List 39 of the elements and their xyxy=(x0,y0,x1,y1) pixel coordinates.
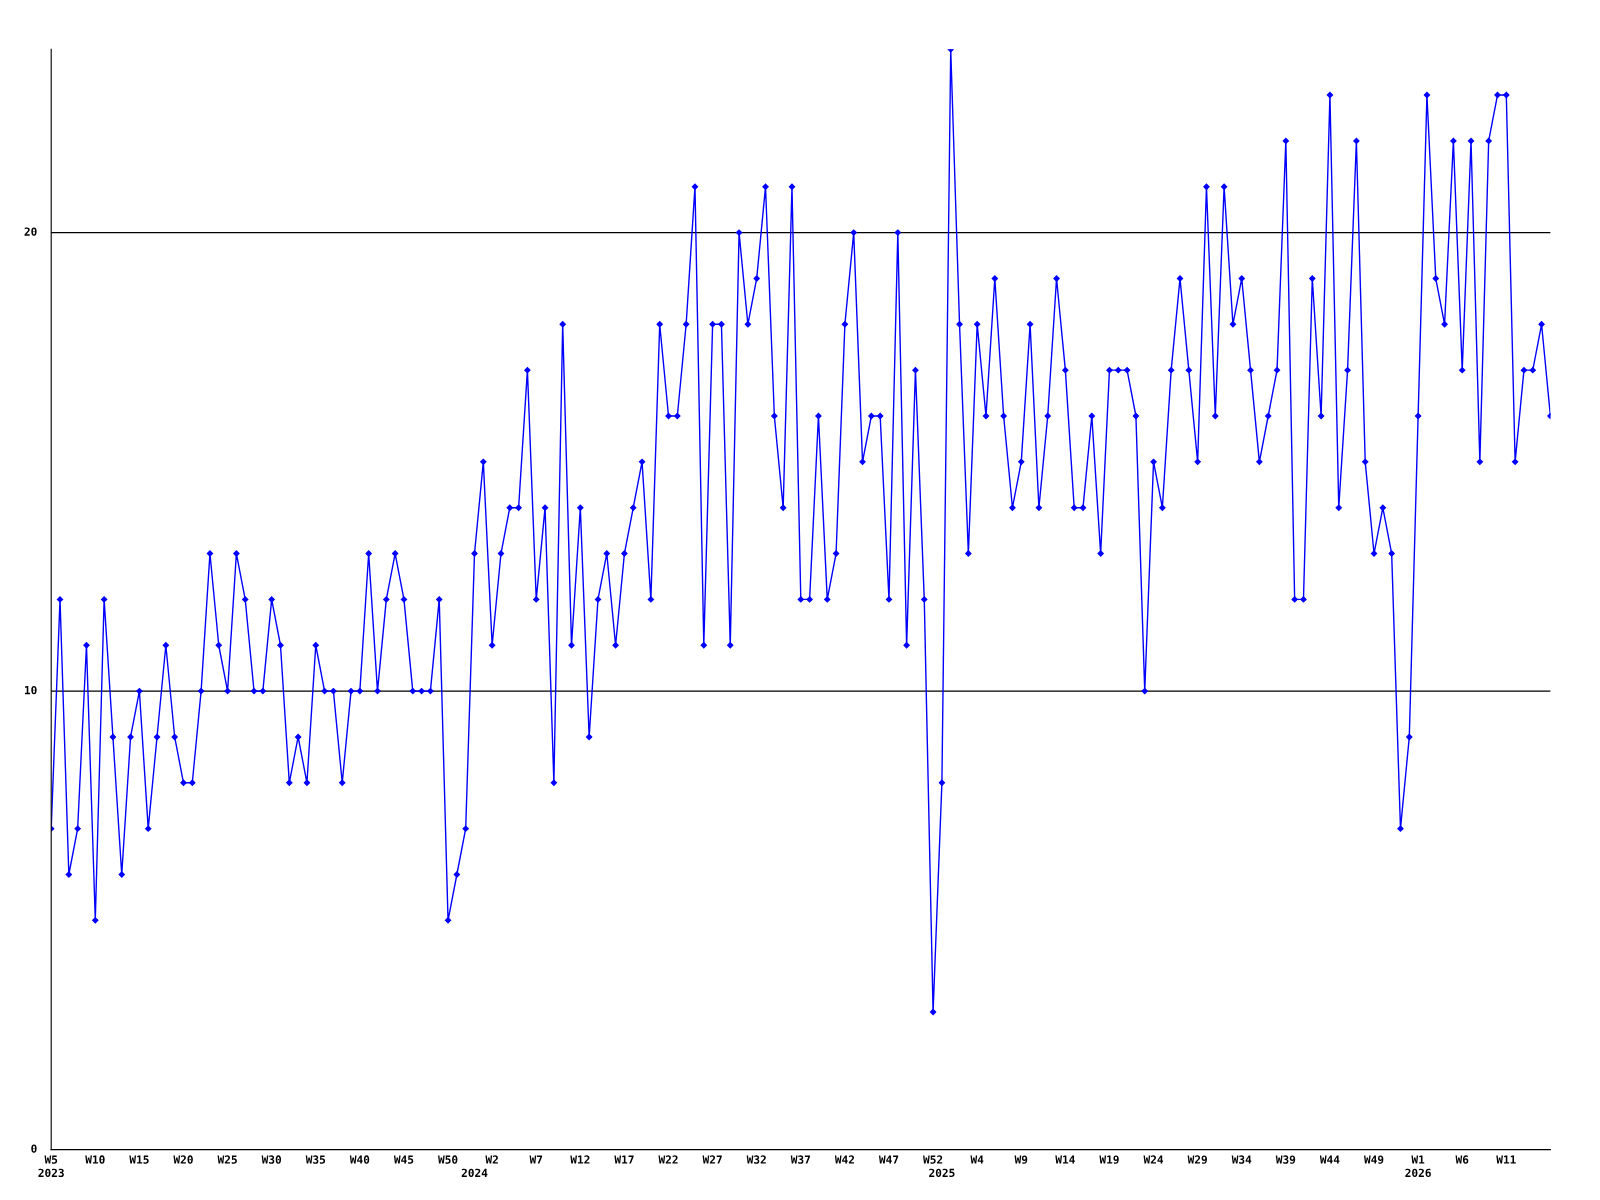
x-tick-label: W19 xyxy=(1099,1155,1119,1164)
x-tick-label: W47 xyxy=(878,1155,899,1164)
x-tick-label: W11 xyxy=(1496,1155,1516,1164)
x-tick-label: W34 xyxy=(1231,1155,1252,1164)
x-tick-label: W45 xyxy=(393,1155,414,1164)
x-tick-label: W12 xyxy=(570,1155,590,1164)
x-tick-label: W50 xyxy=(438,1155,458,1164)
x-tick-label: W17 xyxy=(614,1155,634,1164)
x-tick-label: W49 xyxy=(1363,1155,1384,1164)
x-tick-label: W4 xyxy=(970,1155,984,1164)
x-tick-label: W24 xyxy=(1143,1155,1164,1164)
x-tick-label: W52 xyxy=(923,1155,943,1164)
x-tick-label: W10 xyxy=(85,1155,105,1164)
x-tick-label: W39 xyxy=(1275,1155,1296,1164)
x-tick-label: W30 xyxy=(261,1155,282,1164)
y-tick-label: 10 xyxy=(24,685,37,695)
x-tick-label: W25 xyxy=(217,1155,237,1164)
x-tick-label: W1 2026 xyxy=(1405,1155,1431,1178)
x-tick-label: W37 xyxy=(790,1155,810,1164)
x-tick-label: W2 xyxy=(485,1155,498,1164)
x-tick-label: W29 xyxy=(1187,1155,1207,1164)
x-tick-label: W7 xyxy=(529,1155,543,1164)
x-tick-label: W32 xyxy=(746,1155,766,1164)
x-tick-label: W5 2023 xyxy=(38,1155,64,1178)
x-tick-label: 2025 xyxy=(929,1168,955,1178)
x-tick-label: 2024 xyxy=(461,1168,488,1178)
x-tick-label: W40 xyxy=(349,1155,370,1164)
x-tick-label: W14 xyxy=(1055,1155,1075,1164)
x-tick-label: W6 xyxy=(1455,1155,1469,1164)
x-tick-label: W15 xyxy=(129,1155,149,1164)
x-tick-label: W20 xyxy=(173,1155,193,1164)
x-tick-label: W44 xyxy=(1319,1155,1340,1164)
x-tick-label: W42 xyxy=(834,1155,855,1164)
x-tick-label: W22 xyxy=(658,1155,678,1164)
y-tick-label: 20 xyxy=(24,227,37,236)
x-tick-label: W27 xyxy=(702,1155,722,1164)
x-tick-label: W9 xyxy=(1014,1155,1028,1164)
y-tick-label: 0 xyxy=(31,1144,37,1153)
x-tick-label: W35 xyxy=(305,1155,326,1164)
